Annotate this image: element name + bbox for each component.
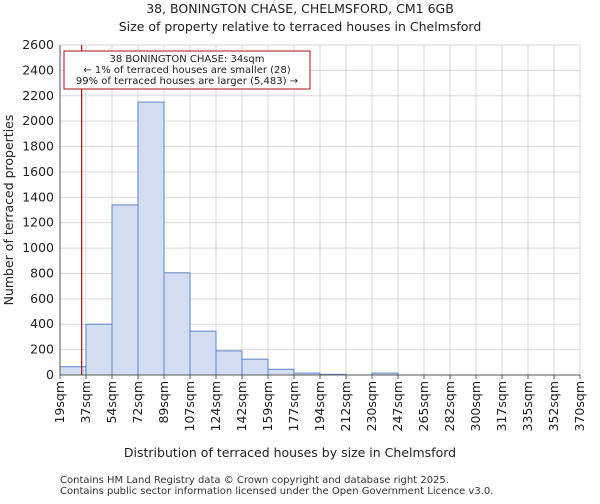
bar-89sqm xyxy=(163,272,191,376)
x-tick-159sqm: 159sqm xyxy=(260,381,275,431)
x-tick-230sqm: 230sqm xyxy=(364,381,379,431)
y-tick-2600: 2600 xyxy=(22,37,54,52)
bar-54sqm xyxy=(111,204,139,376)
x-tick-265sqm: 265sqm xyxy=(416,381,431,431)
y-tick-2200: 2200 xyxy=(22,88,54,103)
axes xyxy=(59,45,581,379)
x-tick-72sqm: 72sqm xyxy=(130,381,145,424)
bar-107sqm xyxy=(189,330,217,376)
x-tick-107sqm: 107sqm xyxy=(182,381,197,431)
x-axis-label: Distribution of terraced houses by size … xyxy=(124,445,456,460)
x-tick-37sqm: 37sqm xyxy=(78,381,93,424)
x-tick-335sqm: 335sqm xyxy=(520,381,535,431)
x-tick-282sqm: 282sqm xyxy=(442,381,457,431)
x-tick-352sqm: 352sqm xyxy=(546,381,561,431)
annotation-border xyxy=(63,50,311,90)
x-tick-247sqm: 247sqm xyxy=(390,381,405,431)
x-tick-54sqm: 54sqm xyxy=(104,381,119,424)
y-tick-1200: 1200 xyxy=(22,215,54,230)
x-tick-370sqm: 370sqm xyxy=(572,381,587,431)
y-tick-800: 800 xyxy=(30,265,54,280)
annotation-line-1: 38 BONINGTON CHASE: 34sqm xyxy=(110,54,265,65)
bars xyxy=(59,101,399,376)
x-tick-124sqm: 124sqm xyxy=(208,381,223,431)
y-tick-2400: 2400 xyxy=(22,62,54,77)
x-tick-labels: 19sqm 37sqm 54sqm 72sqm 89sqm 107sqm 124sqm 142… xyxy=(52,381,587,431)
chart-title: 38, BONINGTON CHASE, CHELMSFORD, CM1 6GB xyxy=(146,1,454,16)
y-tick-600: 600 xyxy=(30,291,54,306)
bar-159sqm xyxy=(267,368,295,376)
y-tick-200: 200 xyxy=(30,342,54,357)
footer-line-2: Contains public sector information licen… xyxy=(60,486,493,497)
bar-124sqm xyxy=(215,350,243,376)
x-tick-177sqm: 177sqm xyxy=(286,381,301,431)
x-tick-212sqm: 212sqm xyxy=(338,381,353,431)
y-tick-labels: 0 200 400 600 800 1000 1200 1400 1600 1800 2000 220… xyxy=(22,37,54,382)
y-axis-label: Number of terraced properties xyxy=(1,115,16,306)
y-tick-0: 0 xyxy=(46,367,54,382)
annotation-line-3: 99% of terraced houses are larger (5,483… xyxy=(76,76,298,87)
annotation-line-2: ← 1% of terraced houses are smaller (28) xyxy=(83,65,290,76)
x-tick-89sqm: 89sqm xyxy=(156,381,171,424)
x-tick-142sqm: 142sqm xyxy=(234,381,249,431)
chart-subtitle: Size of property relative to terraced ho… xyxy=(119,19,482,34)
y-tick-1400: 1400 xyxy=(22,189,54,204)
bar-37sqm xyxy=(85,323,113,376)
bar-142sqm xyxy=(241,358,269,376)
annotation-box: 38 BONINGTON CHASE: 34sqm ← 1% of terrac… xyxy=(63,50,311,90)
y-tick-1000: 1000 xyxy=(22,240,54,255)
x-tick-19sqm: 19sqm xyxy=(52,381,67,424)
y-tick-1600: 1600 xyxy=(22,164,54,179)
x-tick-317sqm: 317sqm xyxy=(494,381,509,431)
x-tick-194sqm: 194sqm xyxy=(312,381,327,431)
bar-72sqm xyxy=(137,101,165,376)
y-tick-1800: 1800 xyxy=(22,139,54,154)
footer-line-1: Contains HM Land Registry data © Crown c… xyxy=(60,475,449,486)
y-tick-400: 400 xyxy=(30,316,54,331)
y-tick-2000: 2000 xyxy=(22,113,54,128)
x-tick-300sqm: 300sqm xyxy=(468,381,483,431)
